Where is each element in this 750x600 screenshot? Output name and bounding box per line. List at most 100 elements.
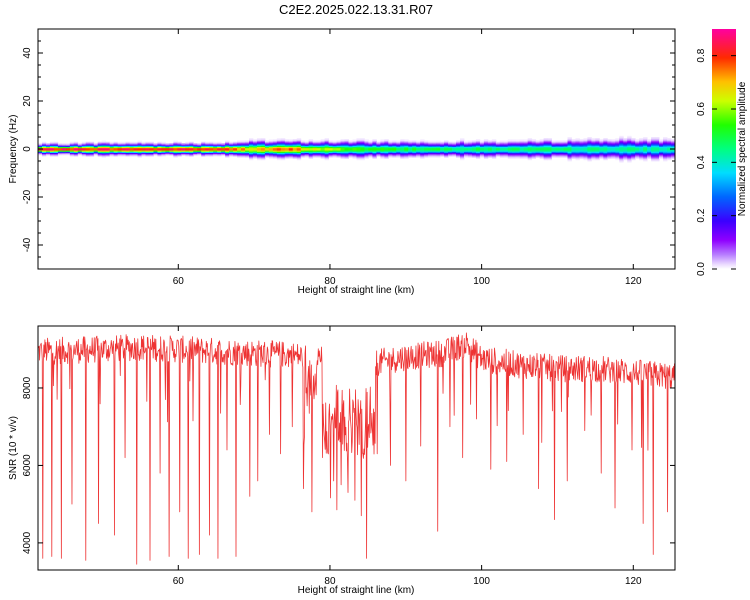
spectrogram-cell <box>308 150 314 152</box>
spectrogram-cell <box>185 144 190 146</box>
spectrogram-cell <box>511 152 517 155</box>
spectrogram-cell <box>81 147 87 150</box>
spectrogram-cell <box>260 143 266 145</box>
spectrogram-cell <box>249 144 254 146</box>
spectrogram-cell <box>603 158 608 161</box>
spectrogram-cell <box>603 151 608 153</box>
spectrogram-cell <box>344 152 349 155</box>
spectrogram-cell <box>165 152 170 155</box>
spectrogram-cell <box>133 143 138 145</box>
spectrogram-cell <box>53 141 59 144</box>
spectrogram-cell <box>667 147 672 150</box>
spectrogram-cell <box>193 146 198 149</box>
spectrogram-cell <box>555 151 560 153</box>
spectrogram-cell <box>440 145 445 147</box>
spectrogram-cell <box>372 150 377 152</box>
spectrogram-cell <box>432 143 437 145</box>
spectrogram-cell <box>241 152 246 155</box>
spectrogram-cell <box>256 146 262 149</box>
spectrogram-cell <box>169 143 174 145</box>
spectrogram-cell <box>607 157 612 159</box>
spectrogram-cell <box>511 149 517 151</box>
spectrogram-cell <box>225 141 230 144</box>
spectrogram-cell <box>667 158 672 161</box>
spectrogram-cell <box>460 155 465 157</box>
spectrogram-cell <box>579 140 584 143</box>
spectrogram-cell <box>523 146 529 149</box>
spectrogram-cell <box>296 151 302 153</box>
spectrogram-cell <box>101 155 107 157</box>
spectrogram-cell <box>153 144 158 146</box>
spectrogram-cell <box>129 152 134 155</box>
spectrogram-cell <box>328 151 334 153</box>
spectrogram-cell <box>432 153 437 156</box>
spectrogram-cell <box>316 147 322 150</box>
spectrogram-cell <box>256 153 262 156</box>
spectrogram-cell <box>420 144 425 146</box>
spectrogram-cell <box>539 151 545 153</box>
spectrogram-cell <box>316 146 322 149</box>
spectrogram-cell <box>448 149 453 151</box>
spectrogram-cell <box>448 155 453 157</box>
spectrogram-cell <box>603 156 608 158</box>
spectrogram-cell <box>547 144 552 146</box>
spectrogram-cell <box>189 155 194 157</box>
spectrogram-cell <box>336 155 341 157</box>
colorbar-tick-label: 0.6 <box>696 102 707 116</box>
spectrogram-cell <box>667 141 672 144</box>
spectrogram-cell <box>499 150 505 152</box>
spectrogram-cell <box>567 143 572 145</box>
spectrogram-cell <box>543 138 548 140</box>
spectrogram-cell <box>304 147 310 150</box>
spectrogram-cell <box>241 144 246 146</box>
spectrogram-cell <box>531 140 537 143</box>
spectrogram-cell <box>467 149 473 151</box>
spectrogram-cell <box>364 153 369 156</box>
spectrogram-cell <box>663 156 668 158</box>
spectrogram-cell <box>400 147 405 150</box>
spectrogram-cell <box>567 152 572 155</box>
spectrogram-cell <box>651 143 656 145</box>
spectrogram-cell <box>655 153 660 156</box>
spectrogram-cell <box>276 139 282 141</box>
spectrogram-cell <box>384 156 389 158</box>
spectrogram-cell <box>308 153 314 156</box>
spectrogram-cell <box>360 157 365 159</box>
spectrogram-cell <box>563 155 568 157</box>
spectrogram-cell <box>225 155 230 157</box>
spectrogram-cell <box>237 144 242 146</box>
spectrogram-cell <box>479 147 485 150</box>
spectrogram-cell <box>328 140 334 143</box>
spectrogram-cell <box>53 149 59 151</box>
spectrogram-cell <box>352 157 357 159</box>
spectrogram-cell <box>173 155 178 157</box>
spectrogram-cell <box>579 147 584 150</box>
spectrogram-cell <box>137 145 142 147</box>
spectrogram-cell <box>157 149 162 151</box>
spectrogram-cell <box>125 144 130 146</box>
spectrogram-cell <box>125 147 130 150</box>
spectrogram-cell <box>57 149 63 151</box>
spectrogram-cell <box>89 143 95 145</box>
spectrogram-cell <box>420 145 425 147</box>
spectrogram-cell <box>667 143 672 145</box>
spectrogram-cell <box>448 143 453 145</box>
spectrogram-cell <box>45 143 51 145</box>
spectrogram-cell <box>440 151 445 153</box>
spectrogram-cell <box>69 147 75 150</box>
spectrogram-cell <box>643 152 648 155</box>
spectrogram-cell <box>97 145 103 147</box>
spectrogram-cell <box>448 146 453 149</box>
spectrogram-cell <box>639 147 644 150</box>
spectrogram-cell <box>603 138 608 140</box>
spectrogram-cell <box>467 144 473 146</box>
spectrogram-cell <box>575 145 580 147</box>
snr-y-axis-label: SNR (10 * v/v) <box>8 416 19 480</box>
spectrogram-cell <box>101 140 107 143</box>
spectrogram-cell <box>189 141 194 144</box>
spectrogram-cell <box>185 153 190 156</box>
spectrogram-cell <box>563 144 568 146</box>
spectrogram-cell <box>105 144 111 146</box>
spectrogram-cell <box>368 144 373 146</box>
spectrogram-cell <box>165 151 170 153</box>
